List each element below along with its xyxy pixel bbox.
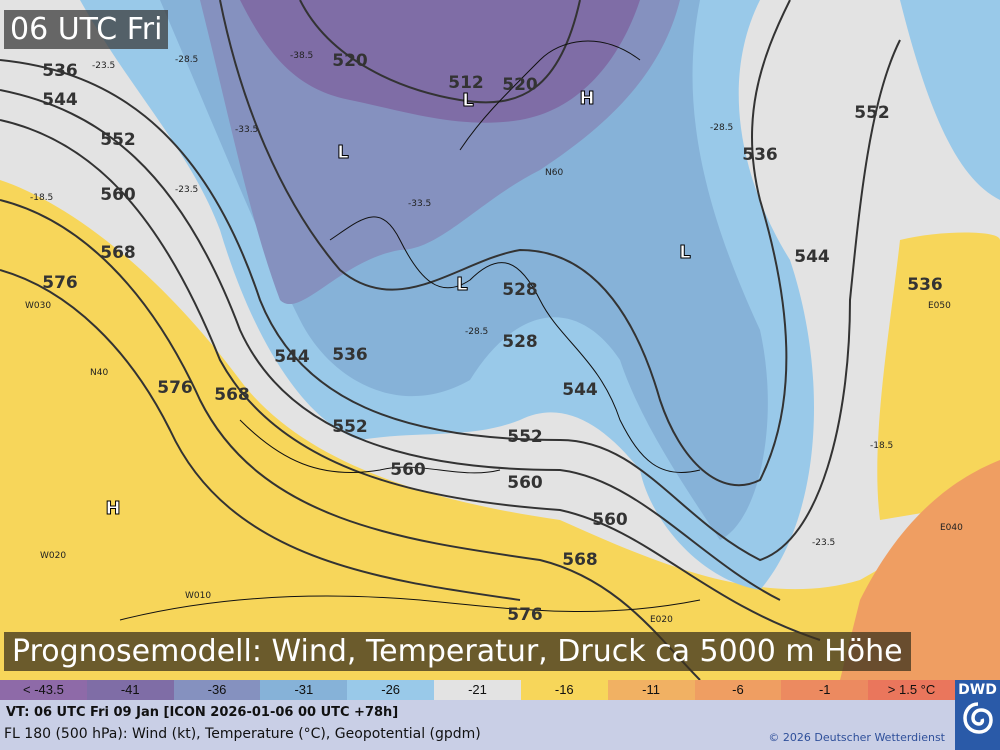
temperature-label: -18.5 <box>30 193 53 203</box>
contour-label: 576 <box>157 378 193 398</box>
temperature-label: -28.5 <box>175 55 198 65</box>
warm-zone-southwest <box>0 180 1000 680</box>
pressure-center-label: L <box>462 90 473 111</box>
pressure-centers: L L L L H H <box>105 88 691 520</box>
legend-item: -21 <box>434 680 521 700</box>
temperature-label: -28.5 <box>710 123 733 133</box>
contour-label: 568 <box>562 550 598 570</box>
contour-label: 568 <box>214 385 250 405</box>
contour-label: 552 <box>100 130 136 150</box>
contour-label: 536 <box>907 275 943 295</box>
valid-time-label: 06 UTC Fri <box>4 10 169 49</box>
contour-label: 576 <box>507 605 543 625</box>
contour-label: 536 <box>742 145 778 165</box>
contour-label: 536 <box>332 345 368 365</box>
contour-labels: 536 544 552 560 568 576 576 568 544 536 552 560 560 5… <box>42 51 943 625</box>
contour-label: 544 <box>794 247 830 267</box>
temperature-label: -23.5 <box>812 538 835 548</box>
contour-label: 576 <box>42 273 78 293</box>
pressure-center-label: H <box>105 498 120 519</box>
map-title: Prognosemodell: Wind, Temperatur, Druck … <box>4 632 911 671</box>
contour-label: 544 <box>562 380 598 400</box>
warm-zone-east <box>877 232 1000 520</box>
temperature-label: -38.5 <box>290 51 313 61</box>
temperature-label: -28.5 <box>465 327 488 337</box>
contour-label: 552 <box>332 417 368 437</box>
grid-label: E040 <box>940 523 963 533</box>
contour-label: 520 <box>332 51 368 71</box>
contour-label: 560 <box>592 510 628 530</box>
contour-label: 528 <box>502 280 538 300</box>
contour-label: 560 <box>390 460 426 480</box>
grid-label: W010 <box>185 591 211 601</box>
temperature-label: -33.5 <box>408 199 431 209</box>
temperature-label: -18.5 <box>870 441 893 451</box>
pressure-center-label: L <box>456 274 467 295</box>
contour-label: 552 <box>854 103 890 123</box>
contour-label: 544 <box>42 90 78 110</box>
product-description: FL 180 (500 hPa): Wind (kt), Temperature… <box>4 726 481 742</box>
contour-label: 560 <box>100 185 136 205</box>
contour-label: 560 <box>507 473 543 493</box>
temperature-label: -23.5 <box>175 185 198 195</box>
temperature-legend: < -43.5 -41 -36 -31 -26 -21 -16 -11 -6 -1 > 1.5 °C <box>0 680 955 700</box>
weather-map: 536 544 552 560 568 576 576 568 544 536 552 560 560 5… <box>0 0 1000 680</box>
pressure-center-label: H <box>579 88 594 109</box>
legend-item: -36 <box>173 680 261 700</box>
swirl-icon <box>962 702 993 734</box>
contour-label: 528 <box>502 332 538 352</box>
grid-label: W030 <box>25 301 51 311</box>
cold-zone-deep-purple <box>240 0 640 123</box>
copyright: © 2026 Deutscher Wetterdienst <box>768 731 945 744</box>
grid-label: E020 <box>650 615 673 625</box>
contour-label: 512 <box>448 73 484 93</box>
cold-zone-northeast <box>900 0 1000 200</box>
pressure-center-label: L <box>337 142 348 163</box>
contour-label: 536 <box>42 61 78 81</box>
temperature-label: -23.5 <box>92 61 115 71</box>
legend-item: -41 <box>86 680 174 700</box>
contour-label: 552 <box>507 427 543 447</box>
contour-label: 544 <box>274 347 310 367</box>
coastlines <box>119 40 701 621</box>
pressure-center-label: L <box>679 242 690 263</box>
legend-item: > 1.5 °C <box>868 680 955 700</box>
legend-item: -26 <box>347 680 435 700</box>
grid-label: N60 <box>545 168 563 178</box>
temperature-labels: -23.5 -28.5 -33.5 -38.5 -18.5 -23.5 -28.5 -33.5… <box>25 51 963 625</box>
grid-label: N40 <box>90 368 108 378</box>
dwd-logo: DWD <box>955 680 1000 750</box>
contour-label: 520 <box>502 75 538 95</box>
legend-item: -6 <box>694 680 782 700</box>
legend-item: -16 <box>520 680 608 700</box>
mild-zone-southeast <box>840 460 1000 680</box>
temperature-label: -33.5 <box>235 125 258 135</box>
legend-item: -11 <box>607 680 695 700</box>
legend-item: -31 <box>260 680 348 700</box>
contour-label: 568 <box>100 243 136 263</box>
grid-label: W020 <box>40 551 66 561</box>
legend-item: < -43.5 <box>0 680 87 700</box>
legend-item: -1 <box>781 680 869 700</box>
grid-label: E050 <box>928 301 951 311</box>
geopotential-contours <box>0 0 901 680</box>
footer: VT: 06 UTC Fri 09 Jan [ICON 2026-01-06 0… <box>0 700 955 750</box>
valid-time-info: VT: 06 UTC Fri 09 Jan [ICON 2026-01-06 0… <box>6 705 399 720</box>
dwd-logo-text: DWD <box>958 682 997 698</box>
